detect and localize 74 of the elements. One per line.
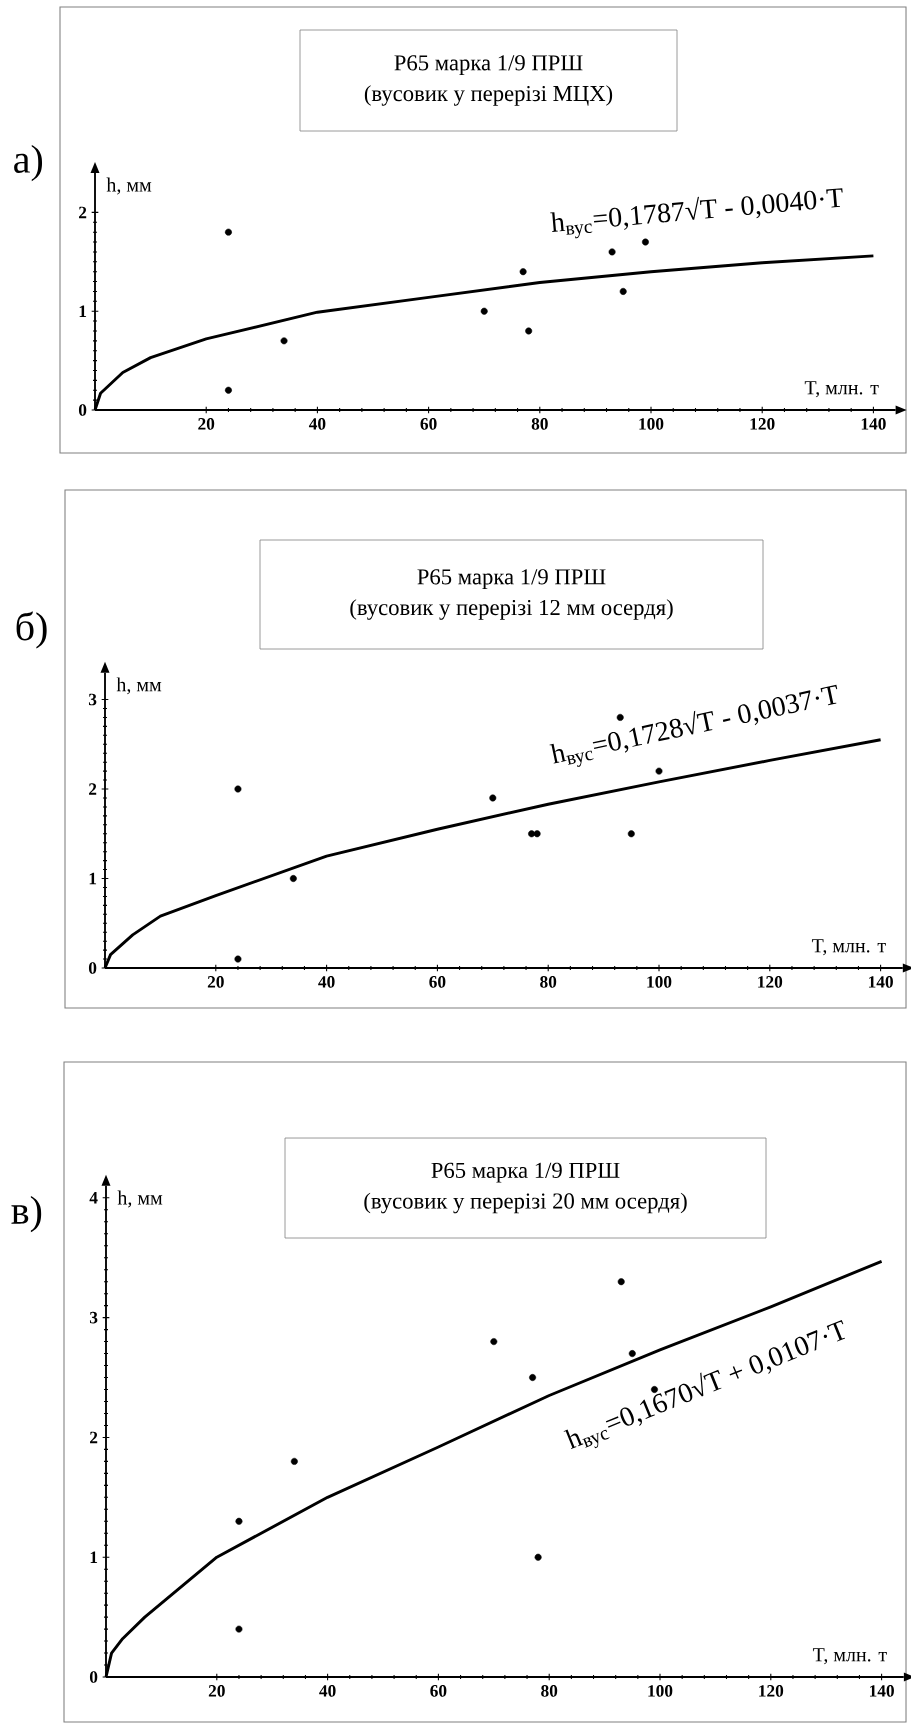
y-tick-label: 2	[89, 783, 97, 795]
y-tick-label: 2	[79, 206, 87, 219]
x-tick-label: 20	[207, 976, 224, 988]
x-tick-label: 120	[758, 976, 783, 988]
point	[490, 1338, 498, 1346]
y-axis-title: h, мм	[106, 177, 152, 195]
x-axis-title: T, млн. т	[804, 381, 879, 398]
point	[641, 238, 649, 246]
point	[235, 1517, 243, 1525]
point	[525, 327, 533, 335]
point	[234, 785, 242, 793]
x-tick-label: 100	[647, 976, 672, 988]
y-tick-label: 1	[89, 872, 97, 885]
chart-title: Р65 марка 1/9 ПРШ	[417, 569, 606, 590]
point	[234, 955, 242, 963]
point	[280, 337, 288, 345]
point	[480, 307, 488, 315]
point	[533, 830, 541, 838]
y-tick-label: 3	[89, 1311, 98, 1324]
point	[289, 875, 297, 882]
chart-subtitle: (вусовик у перерізі 12 мм осердя)	[350, 599, 673, 620]
point	[627, 830, 635, 838]
x-tick-label: 100	[639, 418, 664, 430]
point	[534, 1553, 542, 1561]
x-tick-label: 80	[540, 976, 557, 988]
x-tick-label: 40	[308, 418, 326, 430]
x-axis-title: T, млн. т	[812, 1648, 887, 1665]
x-tick-label: 80	[541, 1685, 558, 1697]
y-axis-title: h, мм	[117, 1190, 163, 1208]
point	[224, 228, 232, 236]
y-tick-label: 3	[88, 693, 97, 706]
chart-subtitle: (вусовик у перерізі МЦХ)	[364, 85, 613, 106]
x-tick-label: 80	[531, 418, 548, 430]
y-tick-label: 4	[89, 1192, 98, 1204]
point	[619, 287, 627, 295]
x-tick-label: 100	[648, 1685, 673, 1697]
y-tick-label: 0	[89, 1671, 98, 1683]
point	[290, 1457, 298, 1465]
chart-subtitle: (вусовик у перерізі 20 мм осердя)	[364, 1192, 687, 1214]
point	[519, 268, 527, 276]
x-tick-label: 120	[759, 1685, 784, 1697]
series-label: h$_{вус}$=0,1787√T - 0,0040·T	[550, 188, 843, 239]
point	[655, 767, 663, 775]
point	[489, 794, 497, 802]
chart-title: Р65 марка 1/9 ПРШ	[431, 1162, 620, 1183]
text: h$_{вус}$=0,1728√T - 0,0037·T	[549, 684, 838, 767]
x-tick-label: 140	[868, 976, 893, 988]
x-tick-label: 60	[430, 1685, 447, 1697]
x-tick-label: 120	[750, 418, 775, 430]
point	[608, 248, 616, 256]
x-tick-label: 140	[861, 418, 886, 430]
point	[224, 386, 232, 394]
text: в)	[11, 1195, 42, 1233]
y-tick-label: 1	[79, 305, 87, 317]
y-tick-label: 2	[90, 1431, 98, 1444]
y-tick-label: 1	[90, 1551, 98, 1563]
x-tick-label: 60	[420, 418, 437, 430]
x-tick-label: 40	[318, 976, 335, 988]
chart-title: Р65 марка 1/9 ПРШ	[394, 55, 583, 76]
x-tick-label: 20	[208, 1685, 225, 1697]
x-tick-label: 140	[869, 1685, 894, 1697]
y-tick-label: 0	[78, 404, 87, 416]
x-tick-label: 20	[198, 418, 215, 430]
x-axis-title: T, млн. т	[811, 939, 886, 956]
point	[235, 1625, 243, 1633]
text: а)	[14, 144, 43, 182]
x-tick-label: 60	[429, 976, 446, 988]
y-axis-title: h, мм	[116, 677, 162, 695]
text: б)	[16, 611, 47, 649]
point	[628, 1350, 636, 1358]
x-tick-label: 40	[319, 1685, 336, 1697]
y-tick-label: 0	[88, 962, 97, 974]
point	[617, 1278, 625, 1286]
point	[529, 1374, 537, 1381]
